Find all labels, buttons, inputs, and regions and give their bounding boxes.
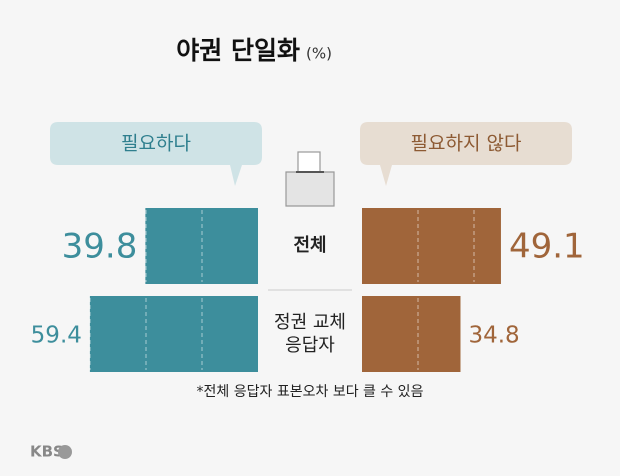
category-text: 전체 [293, 235, 327, 257]
value-label: 39.8 [62, 227, 138, 267]
category-label: 전체 [260, 208, 360, 284]
chart-title: 야권 단일화 [176, 36, 300, 65]
legend-label: 필요하다 [121, 133, 191, 155]
value-label: 59.4 [31, 323, 82, 349]
unit-label: (%) [306, 45, 332, 63]
value-label: 49.1 [509, 227, 585, 267]
legend-bubble [50, 122, 262, 186]
ballot-box-icon [285, 151, 335, 207]
bar [362, 208, 501, 284]
category-text: 정권 교체 응답자 [274, 311, 346, 356]
category-label: 정권 교체 응답자 [260, 296, 360, 372]
legend-label: 필요하지 않다 [411, 133, 522, 155]
value-label: 34.8 [468, 323, 519, 349]
footnote: *전체 응답자 표본오차 보다 클 수 있음 [197, 384, 424, 400]
legend-bubble [360, 122, 572, 186]
bar [362, 296, 461, 372]
logo-mark [58, 445, 72, 459]
bar [89, 296, 258, 372]
logo: KBS [30, 443, 64, 461]
